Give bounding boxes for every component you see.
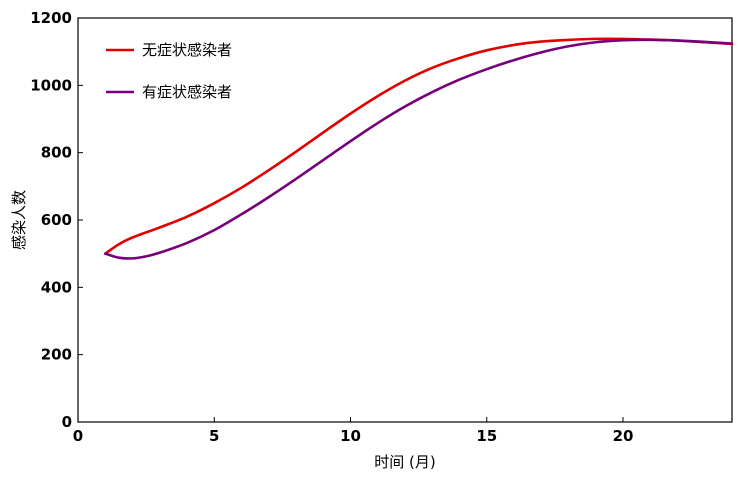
x-tick-label: 5: [209, 427, 219, 445]
x-axis-label: 时间 (月): [374, 453, 435, 471]
x-tick-label: 20: [613, 427, 634, 445]
y-tick-label: 400: [41, 278, 72, 296]
series-line-2: [103, 38, 734, 260]
legend-label-2: 有症状感染者: [142, 83, 232, 101]
x-tick-label: 10: [340, 427, 361, 445]
y-axis-label: 感染人数: [10, 190, 28, 250]
y-tick-label: 600: [41, 211, 72, 229]
series-line-1: [103, 37, 734, 255]
x-tick-label: 15: [476, 427, 497, 445]
y-tick-label: 800: [41, 144, 72, 162]
y-tick-label: 200: [41, 346, 72, 364]
y-tick-label: 1200: [30, 9, 72, 27]
legend-label-1: 无症状感染者: [142, 41, 232, 59]
y-tick-label: 0: [62, 413, 72, 431]
x-tick-label: 0: [73, 427, 83, 445]
series-lines: [103, 37, 734, 260]
y-tick-label: 1000: [30, 76, 72, 94]
